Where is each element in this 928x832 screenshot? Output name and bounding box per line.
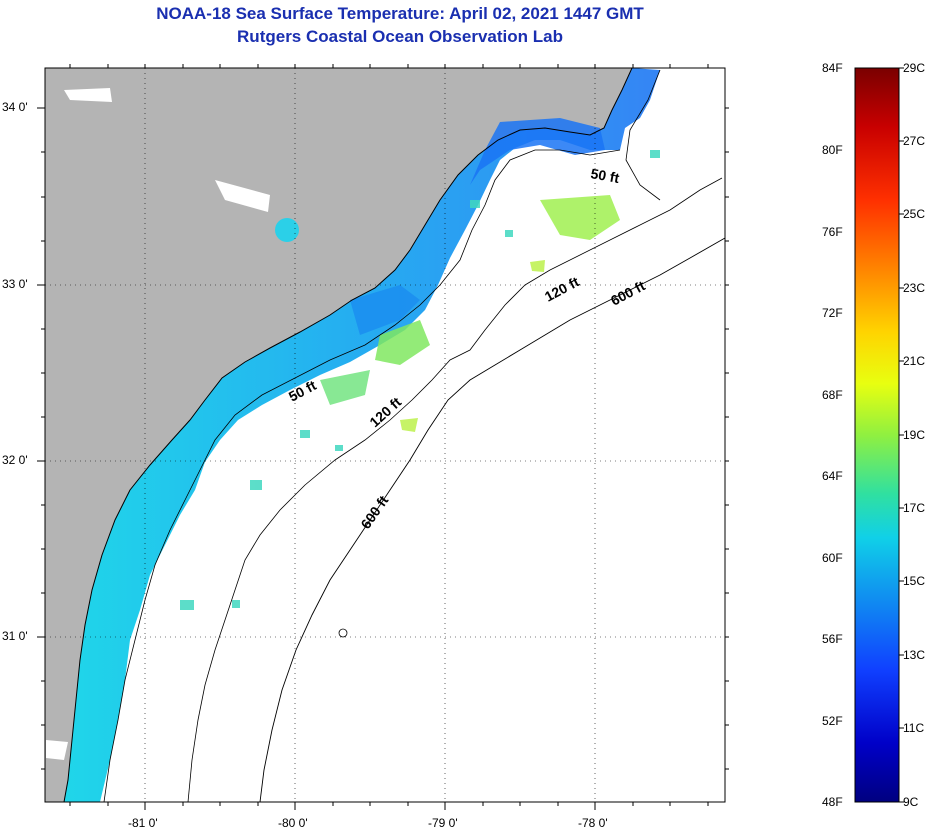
lat-label-33: 33 0' xyxy=(2,277,28,291)
axis-ticks xyxy=(37,64,729,810)
colorbar-f-label: 76F xyxy=(822,225,843,239)
map-title: NOAA-18 Sea Surface Temperature: April 0… xyxy=(156,4,644,23)
colorbar-f-label: 68F xyxy=(822,388,843,402)
colorbar-f-label: 56F xyxy=(822,632,843,646)
lon-label-79: -79 0' xyxy=(428,816,458,830)
colorbar-c-label: 21C xyxy=(903,354,926,368)
lon-label-80: -80 0' xyxy=(278,816,308,830)
lat-label-34: 34 0' xyxy=(2,100,28,114)
colorbar-f-label: 48F xyxy=(822,795,843,809)
colorbar-f-label: 60F xyxy=(822,551,843,565)
colorbar xyxy=(854,67,900,803)
colorbar-f-label: 64F xyxy=(822,469,843,483)
colorbar-f-label: 80F xyxy=(822,143,843,157)
coastline xyxy=(63,68,633,802)
colorbar-c-label: 15C xyxy=(903,574,926,588)
map-subtitle: Rutgers Coastal Ocean Observation Lab xyxy=(237,27,563,46)
colorbar-c-label: 19C xyxy=(903,428,926,442)
lat-label-31: 31 0' xyxy=(2,629,28,643)
lon-label-78: -78 0' xyxy=(578,816,608,830)
colorbar-f-label: 84F xyxy=(822,61,843,75)
lat-label-32: 32 0' xyxy=(2,453,28,467)
graticule xyxy=(45,68,725,802)
colorbar-c-label: 27C xyxy=(903,134,926,148)
colorbar-c-label: 11C xyxy=(903,721,925,735)
contour-label-50ft-north: 50 ft xyxy=(589,165,620,186)
colorbar-c-label: 13C xyxy=(903,648,926,662)
colorbar-c-label: 25C xyxy=(903,207,926,221)
map-frame xyxy=(44,67,726,803)
lon-label-81: -81 0' xyxy=(128,816,158,830)
colorbar-c-label: 23C xyxy=(903,281,926,295)
colorbar-c-label: 29C xyxy=(903,61,926,75)
colorbar-c-label: 9C xyxy=(903,795,919,809)
colorbar-c-label: 17C xyxy=(903,501,926,515)
colorbar-f-label: 72F xyxy=(822,306,843,320)
land-mass xyxy=(45,68,632,802)
map-area xyxy=(45,68,725,802)
colorbar-f-label: 52F xyxy=(822,714,843,728)
colorbar-ticks xyxy=(899,67,904,803)
